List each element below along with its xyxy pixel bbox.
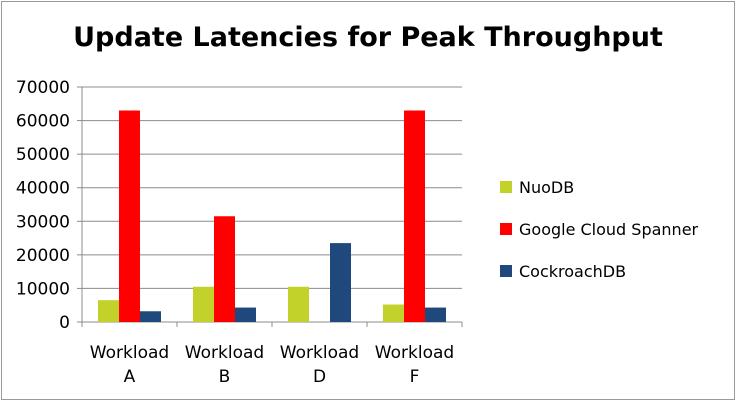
y-tick-label: 30000: [16, 212, 70, 232]
y-tick-label: 10000: [16, 279, 70, 299]
bar-google-cloud-spanner: [119, 110, 140, 322]
bar-nuodb: [193, 286, 214, 322]
bar-nuodb: [383, 304, 404, 322]
legend-swatch: [500, 181, 512, 193]
bar-cockroachdb: [425, 307, 446, 322]
legend-swatch: [500, 223, 512, 235]
legend-label: NuoDB: [519, 178, 574, 197]
bar-cockroachdb: [140, 311, 161, 322]
bar-google-cloud-spanner: [214, 216, 235, 322]
y-tick-label: 60000: [16, 112, 70, 132]
x-tick-label: Workload: [90, 343, 169, 363]
x-tick-label: F: [410, 367, 420, 387]
y-tick-label: 50000: [16, 145, 70, 165]
x-tick-label: Workload: [185, 343, 264, 363]
bar-nuodb: [288, 286, 309, 322]
x-tick-label: Workload: [280, 343, 359, 363]
chart-title: Update Latencies for Peak Throughput: [73, 22, 663, 53]
bar-google-cloud-spanner: [404, 110, 425, 322]
x-tick-label: A: [124, 367, 136, 387]
bar-nuodb: [98, 300, 119, 322]
y-tick-label: 40000: [16, 179, 70, 199]
legend-label: CockroachDB: [519, 262, 626, 281]
y-tick-label: 20000: [16, 246, 70, 266]
x-tick-label: B: [219, 367, 231, 387]
legend-label: Google Cloud Spanner: [519, 220, 699, 239]
x-tick-label: Workload: [375, 343, 454, 363]
y-tick-label: 0: [59, 313, 70, 333]
bar-cockroachdb: [235, 307, 256, 322]
y-tick-label: 70000: [16, 78, 70, 98]
x-tick-label: D: [313, 367, 326, 387]
legend-swatch: [500, 265, 512, 277]
bar-cockroachdb: [330, 243, 351, 322]
